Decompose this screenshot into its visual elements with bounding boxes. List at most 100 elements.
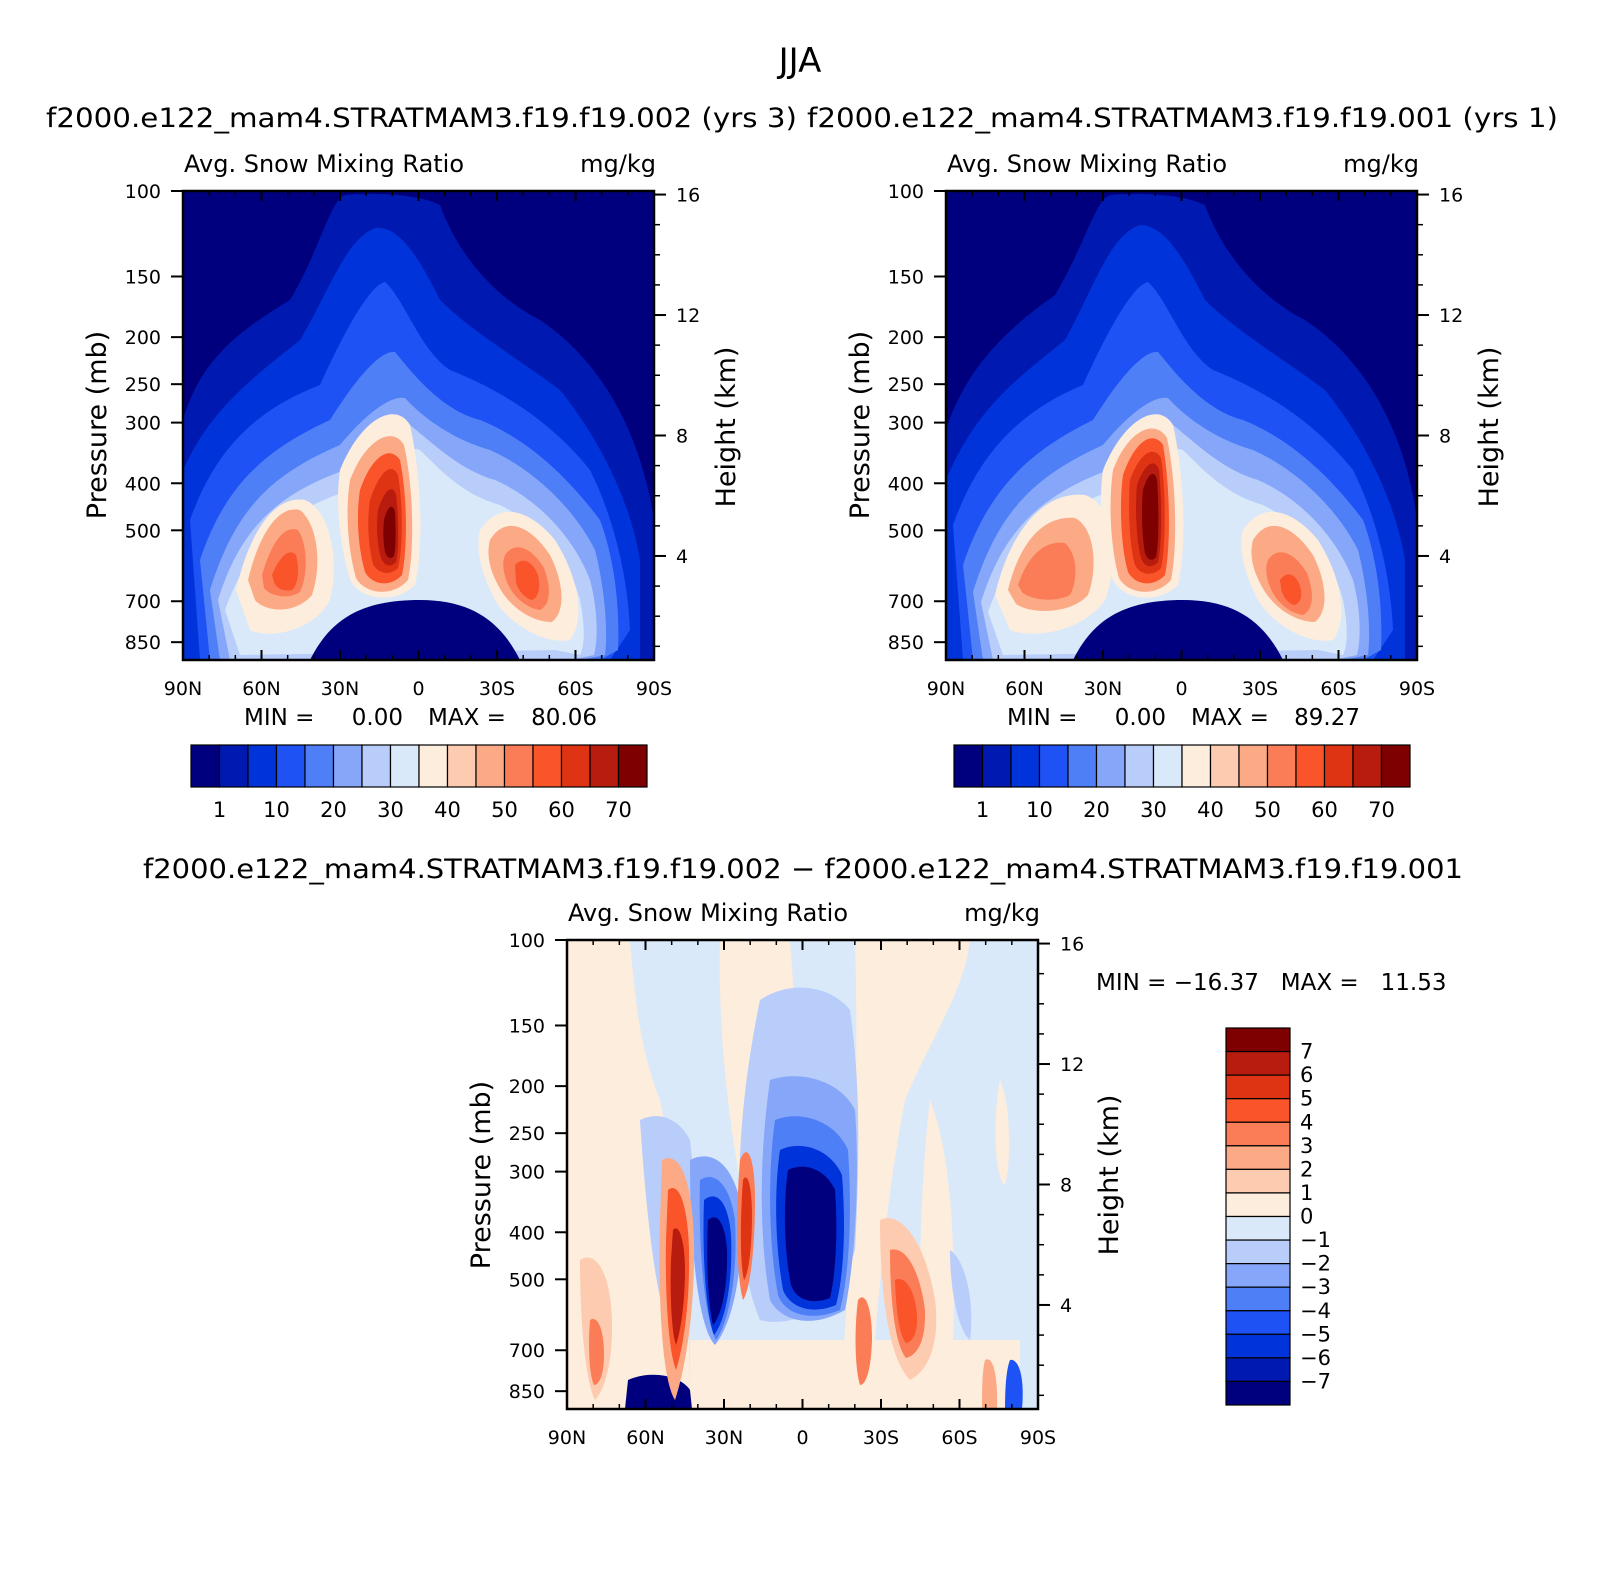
panel-2-left-title: Avg. Snow Mixing Ratio [947,150,1227,178]
colorbar-label: −5 [1300,1322,1331,1346]
panel-2-colorbar: 1 10 20 30 40 50 60 70 [953,744,1411,822]
panel-2: f2000.e122_mam4.STRATMAM3.f19.f19.001 (y… [807,103,1558,822]
colorbar-swatch [304,744,335,788]
colorbar-label: 5 [1300,1087,1313,1111]
panel-3-contour-field [567,940,1038,1409]
colorbar-swatch [1225,1333,1291,1359]
colorbar-label: −7 [1300,1369,1331,1393]
colorbar-label: 1 [213,798,226,822]
colorbar-swatch [1225,1286,1291,1312]
colorbar-label: 50 [491,798,518,822]
diff-pos-0-band-c [840,940,970,1409]
panel-1-min-label: MIN = [244,705,314,731]
y-tick-label: 500 [125,520,161,542]
colorbar-swatch [247,744,278,788]
colorbar-swatch [1225,1074,1291,1100]
diff-pos-0-band-f [690,1340,1020,1409]
colorbar-label: 6 [1300,1063,1313,1087]
panel-1-contour-field [183,191,654,660]
y-tick-label: 500 [509,1269,545,1291]
colorbar-label: 7 [1300,1040,1313,1064]
y-tick-label: 400 [125,473,161,495]
colorbar-label: 20 [1083,798,1110,822]
panel-1-max-value: 80.06 [531,705,597,731]
colorbar-swatch [1225,1310,1291,1335]
panel-3-left-title: Avg. Snow Mixing Ratio [568,899,848,927]
colorbar-swatch [1266,744,1297,788]
colorbar-swatch [1181,744,1212,788]
panel-2-y2label: Height (km) [1474,347,1505,508]
colorbar-swatch [1323,744,1354,788]
diff-pos-5-b [895,1279,918,1343]
colorbar-label: 60 [548,798,575,822]
y-tick-label: 150 [125,266,161,288]
colorbar-swatch [1010,744,1041,788]
panel-2-min-label: MIN = [1007,705,1077,731]
x-tick-label: 60N [1005,678,1043,700]
panel-1-case-header: f2000.e122_mam4.STRATMAM3.f19.f19.002 (y… [46,103,797,134]
panel-3-case-header: f2000.e122_mam4.STRATMAM3.f19.f19.002 − … [143,854,1463,885]
y-tick-label: 700 [888,591,924,613]
colorbar-label: 20 [320,798,347,822]
panel-2-max-value: 89.27 [1294,705,1360,731]
panel-1-colorbar: 1 10 20 30 40 50 60 70 [190,744,648,822]
contour-bg-cap [1073,600,1283,660]
x-tick-label: 90N [548,1427,586,1449]
colorbar-swatch [1152,744,1183,788]
y-tick-label: 300 [509,1162,545,1184]
y-tick-label: 250 [888,374,924,396]
colorbar-label: −4 [1300,1299,1331,1323]
x-tick-label: 60N [626,1427,664,1449]
height-tick-label: 8 [676,425,688,447]
colorbar-swatch [1352,744,1383,788]
height-tick-label: 16 [1060,934,1084,956]
colorbar-label: 30 [1140,798,1167,822]
colorbar-swatch [981,744,1012,788]
colorbar-swatch [1238,744,1269,788]
panel-1-y2label: Height (km) [711,347,742,508]
panel-2-max-label: MAX = [1191,705,1269,731]
x-tick-label: 60S [557,678,593,700]
colorbar-label: 10 [1026,798,1053,822]
colorbar-label: 70 [605,798,632,822]
diff-pos-0-band-e [995,1080,1010,1185]
y-tick-label: 200 [509,1076,545,1098]
x-tick-label: 60S [1320,678,1356,700]
colorbar-swatch [361,744,392,788]
y-tick-label: 250 [509,1123,545,1145]
diff-pos-4-c [855,1297,872,1385]
diff-neg-4-c [1005,1359,1023,1409]
colorbar-swatch [1225,1215,1291,1241]
x-tick-label: 0 [1175,678,1187,700]
colorbar-swatch [1095,744,1126,788]
height-tick-label: 12 [1060,1054,1084,1076]
diff-pos-6 [740,1177,752,1280]
y-tick-label: 850 [125,632,161,654]
colorbar-swatch [389,744,420,788]
colorbar-swatch [1225,1239,1291,1265]
colorbar-label: 2 [1300,1157,1313,1181]
panel-2-case-header: f2000.e122_mam4.STRATMAM3.f19.f19.001 (y… [807,103,1558,134]
panel-3-axis-ticks: 90N 60N 30N 0 30S 60S 90S 100 150 200 250 300 400 500… [509,930,1084,1449]
y-tick-label: 300 [888,413,924,435]
y-tick-label: 300 [125,413,161,435]
x-tick-label: 30S [479,678,515,700]
colorbar-swatch [1225,1263,1291,1288]
panel-1: f2000.e122_mam4.STRATMAM3.f19.f19.002 (y… [46,103,797,822]
diff-neg-1-c [950,1250,972,1340]
y-tick-label: 150 [888,266,924,288]
height-tick-label: 16 [1439,185,1463,207]
y-tick-label: 700 [125,591,161,613]
colorbar-label: −2 [1300,1252,1331,1276]
panel-1-axis-ticks: 90N 60N 30N 0 30S 60S 90S 100 150 200 250 300 400 500… [125,181,700,700]
height-tick-label: 8 [1439,425,1451,447]
colorbar-label: 70 [1368,798,1395,822]
colorbar-label: 40 [1197,798,1224,822]
y-tick-label: 500 [888,520,924,542]
colorbar-swatch [1225,1121,1291,1147]
colorbar-swatch [1225,1145,1291,1170]
contour-level-75 [383,506,396,559]
diff-pos-7 [670,1228,685,1345]
x-tick-label: 90N [164,678,202,700]
